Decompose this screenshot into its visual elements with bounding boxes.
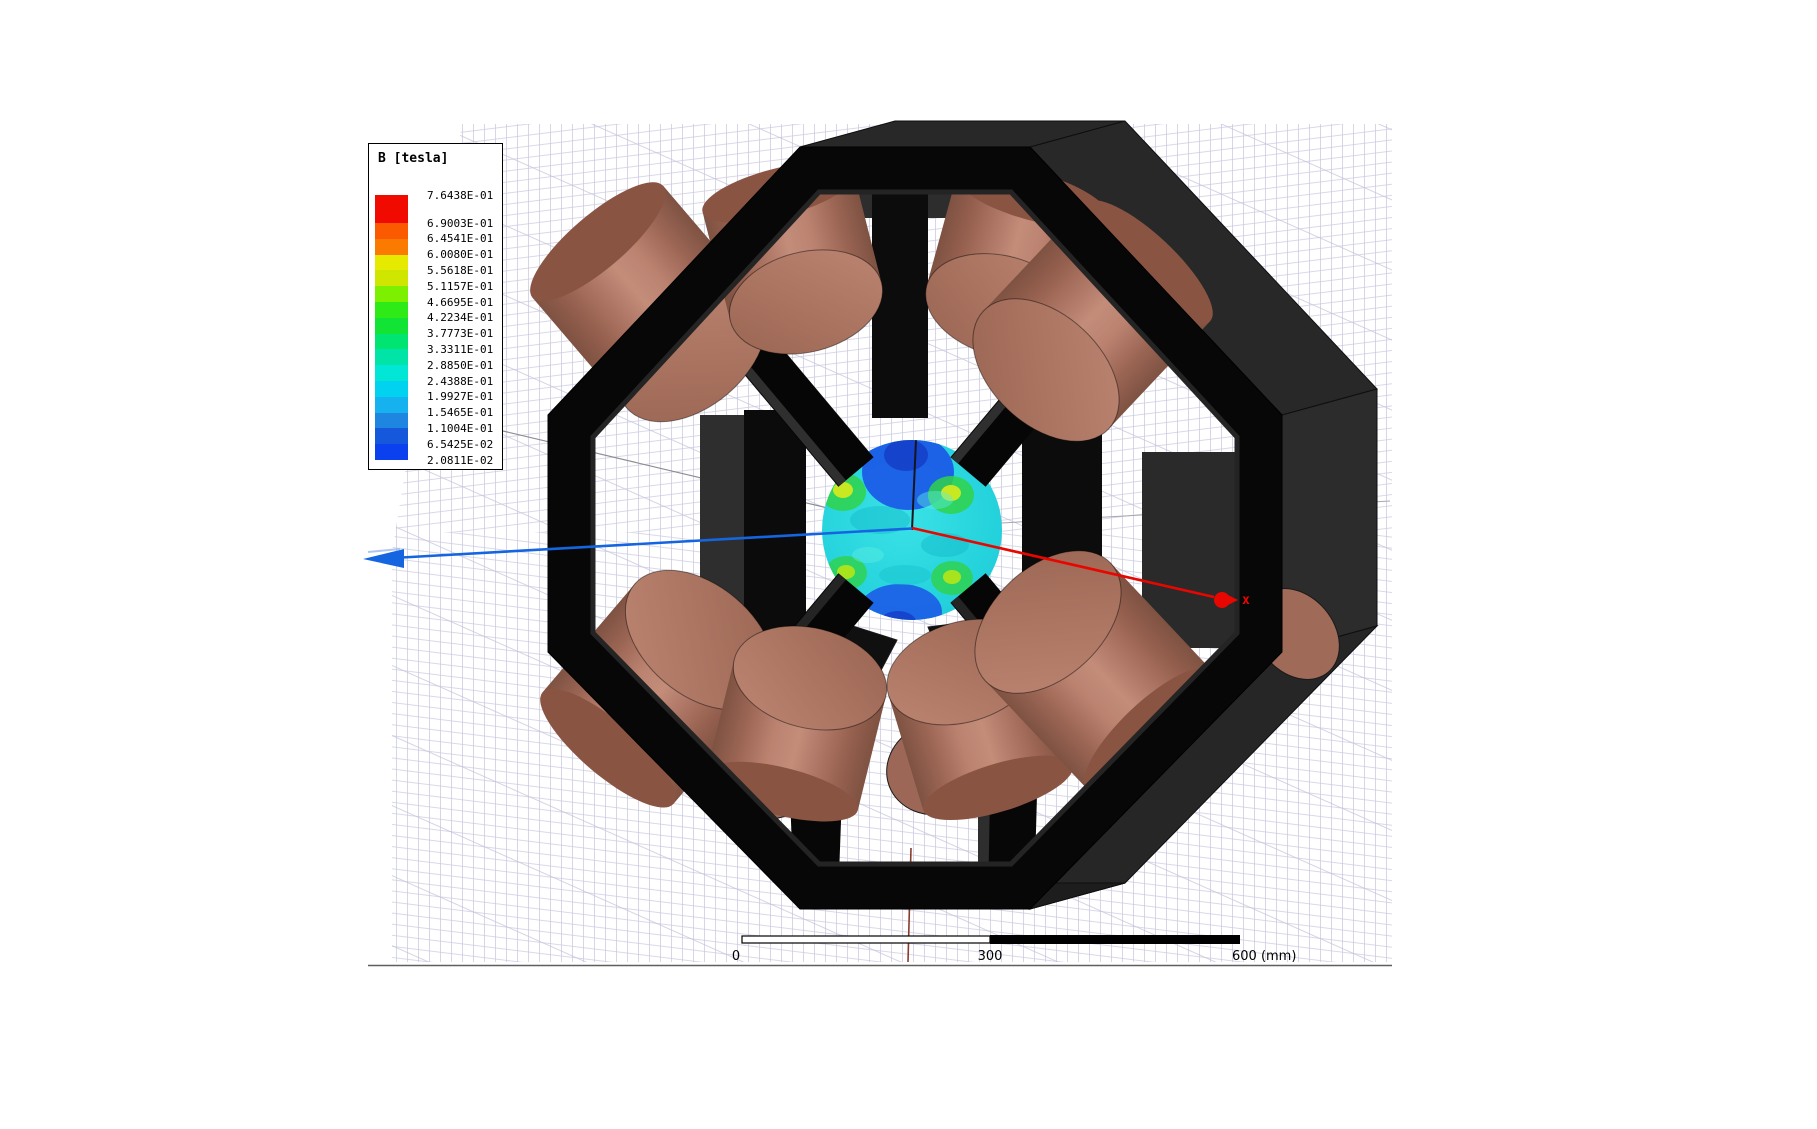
legend-value-label: 5.1157E-01 [427,279,494,293]
y-axis-arrowhead [363,549,404,568]
legend-color-band [375,301,408,318]
legend-value-label: 3.7773E-01 [427,327,494,341]
legend-value-label: 1.5465E-01 [427,406,494,420]
legend-value-label: 4.6695E-01 [427,295,494,309]
legend-color-band [375,380,408,397]
z-axis-line [911,440,917,531]
legend-value-label: 2.0811E-02 [427,453,494,467]
scale-ruler: 0 300 600 (mm) [732,935,1296,964]
legend-color-band [375,223,408,239]
legend-value-label: 7.6438E-01 [427,188,494,202]
x-axis-label: x [1242,593,1250,608]
field-patch-navy-bottom [880,611,916,620]
legend-color-band [375,428,408,445]
x-axis-line [911,526,1215,599]
field-patch-navy-top [884,440,928,471]
legend-value-label: 1.1004E-01 [427,421,494,435]
scale-label-end: 600 (mm) [1232,949,1296,964]
legend-value-label: 3.3311E-01 [427,342,494,356]
yoke-inner-bevel [590,189,1240,867]
legend-color-band [375,238,408,255]
scale-ruler-black-segment [990,935,1240,944]
legend-color-band [375,444,408,460]
legend-value-label: 4.2234E-01 [427,311,494,325]
legend-value-label: 2.4388E-01 [427,374,494,388]
legend-color-band [375,365,408,381]
legend-color-band [375,254,408,271]
legend-color-band [375,396,408,413]
legend-value-label: 6.5425E-02 [427,437,494,451]
legend-color-band [375,195,408,223]
scale-ruler-white-segment [741,935,991,944]
legend-color-band [375,317,408,334]
coil-top-right-outer[interactable] [946,184,1229,469]
legend-color-band [375,349,408,366]
legend-color-band [375,412,408,429]
coordinate-axes: x [363,526,1250,608]
field-sphere[interactable] [804,434,1002,659]
y-axis-line [401,527,913,559]
legend-panel[interactable]: B [tesla] 7.6438E-01 6.9003E-01 6.4541E-01… [368,143,503,470]
legend-color-band [375,286,408,302]
legend-value-label: 2.8850E-01 [427,358,494,372]
legend-value-label: 6.0080E-01 [427,248,494,262]
legend-value-label: 6.9003E-01 [427,216,494,230]
legend-colorbar [375,195,408,460]
legend-title: B [tesla] [378,151,449,166]
legend-value-label: 6.4541E-01 [427,232,494,246]
legend-color-band [375,270,408,287]
scale-label-mid: 300 [978,949,1003,964]
legend-value-label: 1.9927E-01 [427,390,494,404]
magnet-assembly[interactable] [515,120,1379,910]
coil-bottom-middle-left[interactable] [701,611,898,834]
legend-value-label: 5.5618E-01 [427,263,494,277]
legend-color-band [375,333,408,350]
scale-label-start: 0 [732,949,740,964]
